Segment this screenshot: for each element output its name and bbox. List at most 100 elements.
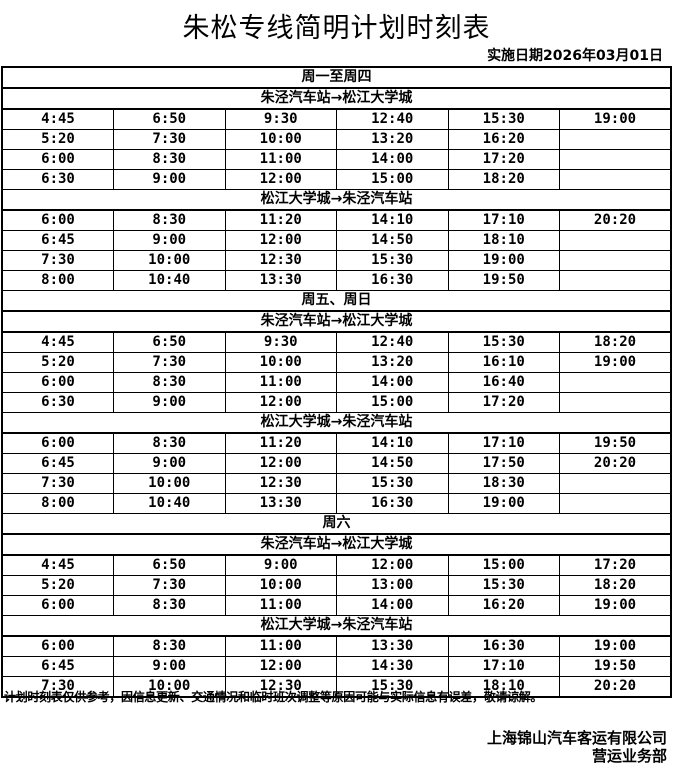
section-label: 周一至周四 — [1, 66, 672, 89]
departure-time — [559, 129, 672, 150]
departure-time: 17:50 — [447, 453, 560, 474]
departure-time: 9:30 — [224, 108, 337, 130]
departure-time: 20:20 — [559, 453, 672, 474]
departure-time: 13:20 — [336, 129, 449, 150]
direction-label: 朱泾汽车站→松江大学城 — [1, 310, 672, 333]
departure-time: 10:00 — [224, 352, 337, 373]
company-name: 上海锦山汽车客运有限公司 — [486, 729, 667, 747]
departure-time: 20:20 — [559, 676, 672, 698]
departure-time: 9:00 — [113, 230, 226, 251]
departure-time: 19:00 — [559, 635, 672, 657]
departure-time: 16:40 — [447, 372, 560, 393]
section-header-row: 周六 — [1, 513, 672, 535]
direction-label: 松江大学城→朱泾汽车站 — [1, 615, 672, 637]
departure-time: 7:30 — [113, 575, 226, 596]
departure-time: 19:50 — [559, 656, 672, 677]
table-row: 6:45 9:00 12:00 14:30 17:10 19:50 — [1, 656, 672, 677]
table-row: 6:00 8:30 11:00 14:00 16:40 — [1, 372, 672, 393]
departure-time: 16:10 — [447, 352, 560, 373]
departure-time: 6:00 — [1, 372, 114, 393]
departure-time: 12:00 — [224, 169, 337, 190]
departure-time: 16:20 — [447, 129, 560, 150]
direction-label: 松江大学城→朱泾汽车站 — [1, 412, 672, 434]
table-row: 6:00 8:30 11:20 14:10 17:10 19:50 — [1, 432, 672, 454]
departure-time: 13:30 — [336, 635, 449, 657]
departure-time: 15:00 — [447, 554, 560, 576]
departure-time: 13:30 — [224, 493, 337, 514]
direction-header-row: 松江大学城→朱泾汽车站 — [1, 615, 672, 637]
departure-time: 18:20 — [559, 331, 672, 353]
departure-time: 14:50 — [336, 453, 449, 474]
departure-time: 8:30 — [113, 595, 226, 616]
table-row: 6:30 9:00 12:00 15:00 17:20 — [1, 392, 672, 413]
table-row: 6:30 9:00 12:00 15:00 18:20 — [1, 169, 672, 190]
departure-time: 18:10 — [447, 230, 560, 251]
departure-time: 12:00 — [224, 656, 337, 677]
section-label: 周六 — [1, 513, 672, 535]
departure-time: 15:00 — [336, 169, 449, 190]
departure-time — [559, 169, 672, 190]
section-label: 周五、周日 — [1, 290, 672, 312]
departure-time: 9:30 — [224, 331, 337, 353]
departure-time: 11:20 — [224, 432, 337, 454]
table-row: 4:45 6:50 9:30 12:40 15:30 19:00 — [1, 108, 672, 130]
departure-time: 6:00 — [1, 635, 114, 657]
departure-time: 10:40 — [113, 493, 226, 514]
departure-time: 18:20 — [447, 169, 560, 190]
direction-header-row: 朱泾汽车站→松江大学城 — [1, 533, 672, 556]
departure-time: 18:20 — [559, 575, 672, 596]
departure-time: 9:00 — [113, 392, 226, 413]
departure-time: 12:00 — [336, 554, 449, 576]
departure-time: 11:00 — [224, 149, 337, 170]
departure-time: 7:30 — [113, 129, 226, 150]
departure-time: 17:20 — [447, 392, 560, 413]
departure-time: 6:00 — [1, 595, 114, 616]
departure-time: 15:30 — [336, 250, 449, 271]
departure-time: 17:10 — [447, 432, 560, 454]
table-row: 5:20 7:30 10:00 13:00 15:30 18:20 — [1, 575, 672, 596]
departure-time: 12:30 — [224, 473, 337, 494]
departure-time: 10:00 — [224, 129, 337, 150]
departure-time: 8:00 — [1, 493, 114, 514]
departure-time: 6:00 — [1, 432, 114, 454]
departure-time: 9:00 — [113, 453, 226, 474]
table-row: 8:00 10:40 13:30 16:30 19:50 — [1, 270, 672, 291]
departure-time: 20:20 — [559, 209, 672, 231]
departure-time: 15:30 — [447, 108, 560, 130]
table-row: 6:00 8:30 11:00 13:30 16:30 19:00 — [1, 635, 672, 657]
table-row: 6:00 8:30 11:20 14:10 17:10 20:20 — [1, 209, 672, 231]
departure-time: 19:00 — [559, 595, 672, 616]
departure-time: 4:45 — [1, 108, 114, 130]
direction-header-row: 朱泾汽车站→松江大学城 — [1, 310, 672, 333]
table-row: 5:20 7:30 10:00 13:20 16:20 — [1, 129, 672, 150]
direction-label: 松江大学城→朱泾汽车站 — [1, 189, 672, 211]
departure-time: 8:30 — [113, 372, 226, 393]
departure-time: 13:20 — [336, 352, 449, 373]
departure-time: 5:20 — [1, 575, 114, 596]
departure-time: 6:50 — [113, 331, 226, 353]
departure-time: 15:30 — [336, 676, 449, 698]
departure-time: 12:00 — [224, 453, 337, 474]
departure-time: 19:50 — [447, 270, 560, 291]
departure-time: 8:00 — [1, 270, 114, 291]
table-row: 4:45 6:50 9:00 12:00 15:00 17:20 — [1, 554, 672, 576]
departure-time: 6:45 — [1, 230, 114, 251]
table-row: 7:30 10:00 12:30 15:30 18:10 20:20 — [1, 676, 672, 698]
departure-time: 14:10 — [336, 432, 449, 454]
departure-time: 19:50 — [559, 432, 672, 454]
departure-time: 14:50 — [336, 230, 449, 251]
departure-time: 19:00 — [447, 493, 560, 514]
table-row: 8:00 10:40 13:30 16:30 19:00 — [1, 493, 672, 514]
departure-time: 16:30 — [447, 635, 560, 657]
table-row: 4:45 6:50 9:30 12:40 15:30 18:20 — [1, 331, 672, 353]
departure-time: 19:00 — [559, 352, 672, 373]
departure-time — [559, 270, 672, 291]
department-name: 营运业务部 — [591, 747, 667, 765]
table-row: 7:30 10:00 12:30 15:30 18:30 — [1, 473, 672, 494]
departure-time: 12:00 — [224, 392, 337, 413]
departure-time: 8:30 — [113, 635, 226, 657]
departure-time: 18:10 — [447, 676, 560, 698]
departure-time: 9:00 — [113, 169, 226, 190]
departure-time: 15:30 — [447, 331, 560, 353]
departure-time — [559, 149, 672, 170]
